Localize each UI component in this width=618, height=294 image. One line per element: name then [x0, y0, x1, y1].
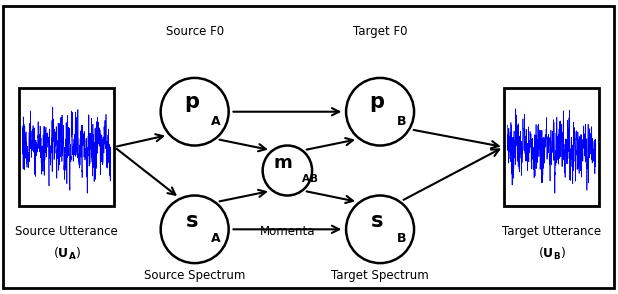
Text: Target Utterance: Target Utterance: [502, 225, 601, 238]
Text: $\mathbf{s}$: $\mathbf{s}$: [370, 213, 384, 231]
Bar: [19, 88, 114, 206]
Text: $\mathbf{AB}$: $\mathbf{AB}$: [301, 172, 318, 184]
Bar: [504, 88, 599, 206]
Ellipse shape: [161, 196, 229, 263]
Text: $\mathbf{m}$: $\mathbf{m}$: [273, 154, 293, 172]
Text: Source Spectrum: Source Spectrum: [144, 269, 245, 282]
Text: Source Utterance: Source Utterance: [15, 225, 118, 238]
Text: Source F0: Source F0: [166, 25, 224, 38]
Text: $\mathbf{p}$: $\mathbf{p}$: [184, 94, 200, 114]
Text: Target Spectrum: Target Spectrum: [331, 269, 429, 282]
Text: $\mathbf{B}$: $\mathbf{B}$: [396, 115, 406, 128]
Ellipse shape: [346, 78, 414, 146]
Ellipse shape: [161, 78, 229, 146]
Ellipse shape: [263, 146, 312, 196]
Text: $\mathbf{A}$: $\mathbf{A}$: [210, 232, 222, 245]
Text: $(\mathbf{U_B})$: $(\mathbf{U_B})$: [538, 245, 566, 262]
Text: Target F0: Target F0: [353, 25, 407, 38]
Text: $\mathbf{p}$: $\mathbf{p}$: [369, 94, 385, 114]
Text: Momenta: Momenta: [260, 225, 315, 238]
Ellipse shape: [346, 196, 414, 263]
Text: $\mathbf{B}$: $\mathbf{B}$: [396, 232, 406, 245]
Text: $\mathbf{s}$: $\mathbf{s}$: [185, 213, 198, 231]
Text: $(\mathbf{U_A})$: $(\mathbf{U_A})$: [53, 245, 81, 262]
Text: $\mathbf{A}$: $\mathbf{A}$: [210, 115, 222, 128]
